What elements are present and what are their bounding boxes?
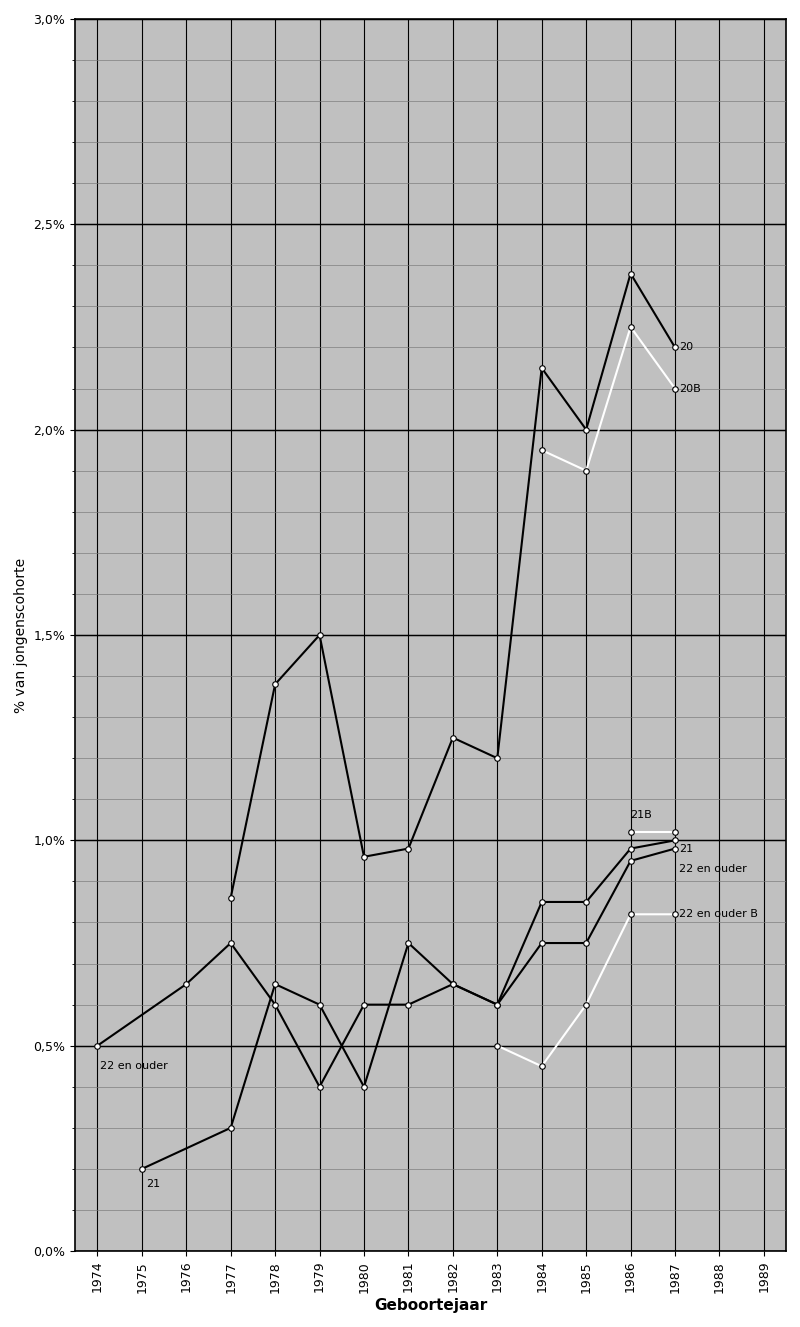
- Text: 21B: 21B: [630, 809, 652, 820]
- Text: 21: 21: [679, 844, 694, 853]
- Text: 22 en ouder: 22 en ouder: [679, 864, 747, 874]
- Text: 20: 20: [679, 342, 694, 353]
- X-axis label: Geboortejaar: Geboortejaar: [374, 1298, 487, 1314]
- Text: 22 en ouder: 22 en ouder: [100, 1062, 167, 1071]
- Text: 22 en ouder B: 22 en ouder B: [679, 909, 758, 920]
- Text: 20B: 20B: [679, 384, 702, 394]
- Y-axis label: % van jongenscohorte: % van jongenscohorte: [14, 557, 28, 713]
- Text: 21: 21: [146, 1180, 160, 1189]
